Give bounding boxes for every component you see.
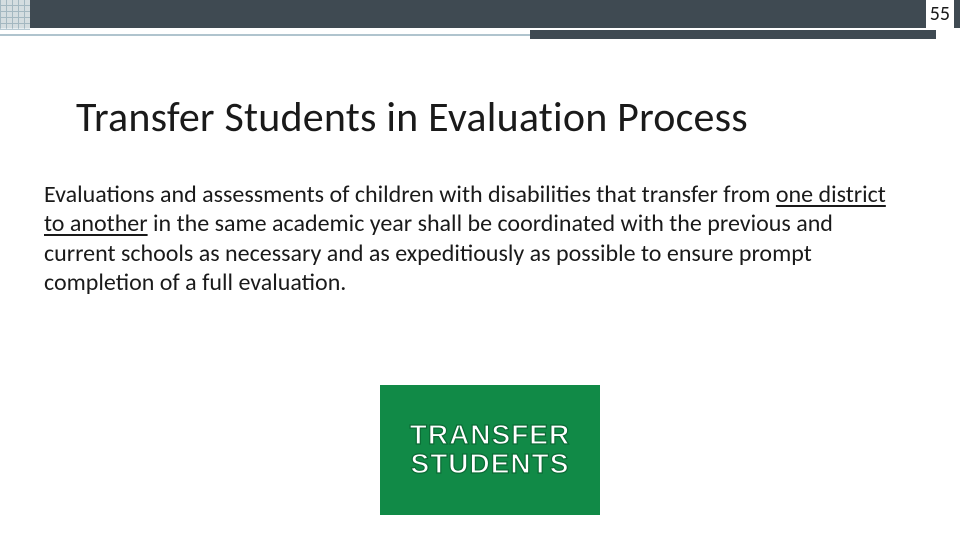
body-text-pre: Evaluations and assessments of children …	[44, 180, 776, 209]
badge-line2: STUDENTS	[411, 448, 570, 479]
body-paragraph: Evaluations and assessments of children …	[44, 180, 900, 297]
accent-rule-thin	[0, 34, 530, 36]
header-top-bar	[0, 0, 960, 28]
badge-text: TRANSFER STUDENTS	[410, 421, 570, 478]
corner-accent-square	[0, 0, 30, 30]
badge-line1: TRANSFER	[410, 419, 570, 450]
accent-rule-thick	[530, 30, 936, 39]
header-accent-rule	[0, 28, 960, 40]
page-number: 55	[926, 0, 954, 28]
slide-title: Transfer Students in Evaluation Process	[76, 92, 748, 143]
transfer-students-badge: TRANSFER STUDENTS	[380, 385, 600, 515]
body-text-post: in the same academic year shall be coord…	[44, 209, 833, 297]
